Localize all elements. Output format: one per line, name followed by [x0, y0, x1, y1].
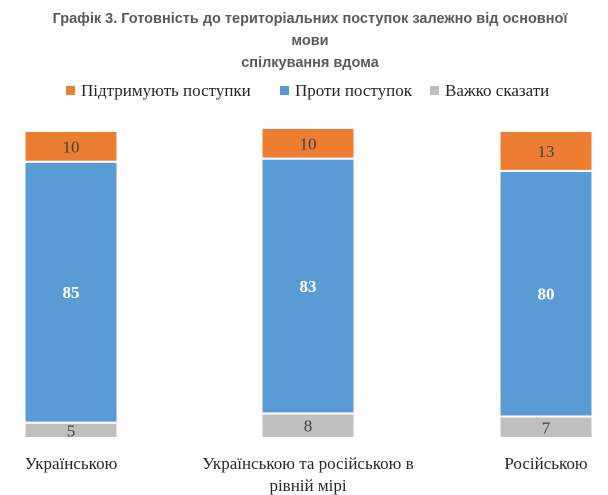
data-label-0-2: 10 [63, 137, 80, 156]
data-label-1-1: 83 [300, 277, 317, 296]
bar-1-1 [260, 157, 356, 415]
chart-title-line-2: спілкування вдома [241, 55, 379, 71]
data-label-1-2: 10 [300, 134, 317, 153]
bar-0-2 [23, 130, 119, 163]
legend-swatch-2 [430, 86, 439, 95]
category-label-0-0: Українською [25, 454, 118, 473]
data-label-2-0: 7 [542, 418, 551, 437]
category-label-1-1: рівній мірі [269, 476, 346, 495]
data-label-2-2: 13 [538, 142, 555, 161]
chart-title: Графік 3. Готовність до територіальних п… [40, 8, 580, 74]
category-label-1-0: Українською та російською в [202, 454, 413, 473]
data-label-0-1: 85 [63, 283, 80, 302]
chart-title-line-1: Графік 3. Готовність до територіальних п… [52, 11, 568, 49]
legend-label-0: Підтримують поступки [81, 81, 251, 100]
legend-label-1: Проти поступок [295, 81, 413, 100]
bar-1-0 [260, 412, 356, 440]
data-label-2-1: 80 [538, 285, 555, 304]
category-label-2-0: Російською [504, 454, 588, 473]
bar-1-2 [260, 126, 356, 160]
bar-0-1 [23, 160, 119, 424]
bar-2-2 [498, 130, 594, 172]
legend-swatch-1 [280, 86, 289, 95]
data-label-1-0: 8 [304, 417, 313, 436]
data-label-0-0: 5 [67, 421, 76, 440]
legend-swatch-0 [66, 86, 75, 95]
legend-label-2: Важко сказати [445, 81, 549, 100]
